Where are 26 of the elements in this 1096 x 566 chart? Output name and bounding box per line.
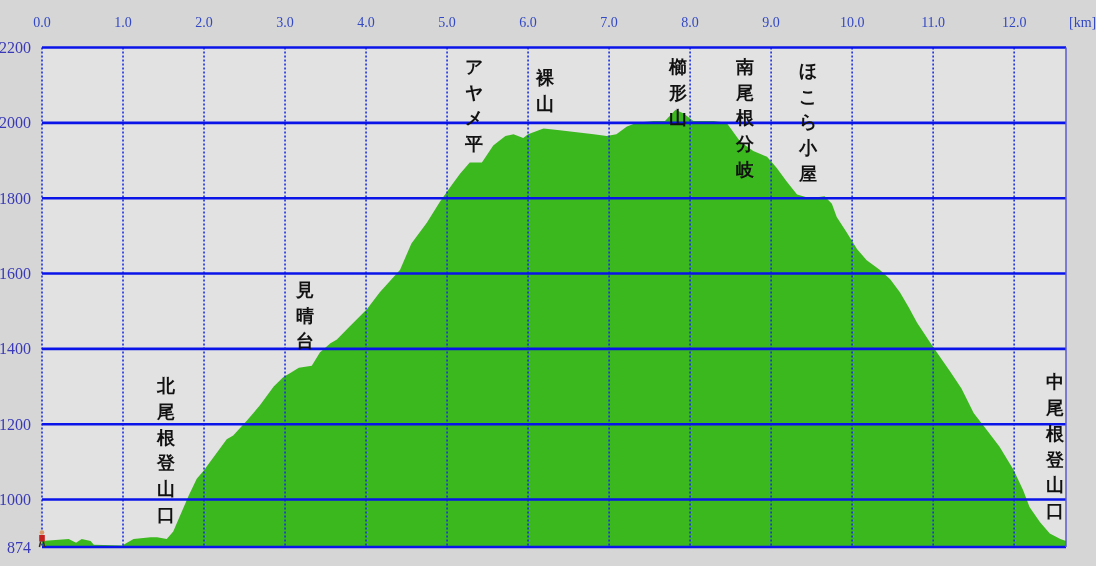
y-tick-label: 1600 [0,265,31,283]
x-tick-label: 5.0 [438,15,456,30]
x-tick-label: 0.0 [33,15,51,30]
y-tick-label: 1800 [0,189,31,207]
y-tick-label: 2200 [0,39,31,56]
x-tick-label: 10.0 [839,15,865,30]
x-tick-label: 9.0 [762,15,780,30]
x-tick-label: 2.0 [195,15,213,30]
x-tick-label: 11.0 [921,15,946,30]
y-tick-label: 2000 [0,114,31,132]
x-tick-label: 1.0 [114,15,132,30]
annotation: 裸山 [535,67,556,115]
x-tick-label: 4.0 [357,15,375,30]
y-tick-label: 1000 [0,491,31,509]
x-axis-title: [km] [1069,15,1096,30]
annotation: 中尾根登山口 [1044,371,1065,521]
y-tick-label: 1200 [0,415,31,433]
y-tick-label: 1400 [0,340,31,358]
annotation: 見晴台 [295,279,315,352]
x-tick-label: 3.0 [276,15,294,30]
x-tick-label: 6.0 [519,15,537,30]
y-tick-label: 874 [7,538,31,556]
x-tick-label: 8.0 [681,15,699,30]
annotation: 北尾根登山口 [155,375,176,525]
x-tick-label: 7.0 [600,15,618,30]
x-tick-label: 12.0 [1001,15,1027,30]
